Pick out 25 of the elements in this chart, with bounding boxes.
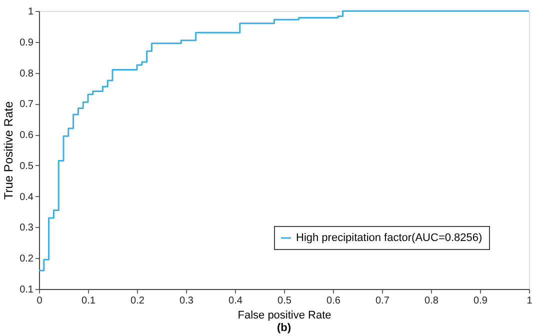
x-tick-label: 0.2 — [130, 296, 145, 306]
x-axis-title: False positive Rate — [238, 310, 332, 322]
y-tick-label: 0.3 — [20, 222, 34, 234]
y-tick-label: 0.6 — [20, 130, 34, 142]
x-tick-label: 0.1 — [82, 296, 96, 306]
y-tick-label: 0.8 — [20, 68, 34, 80]
x-tick-label: 0.6 — [326, 296, 341, 306]
text: (b) — [276, 322, 292, 334]
y-tick-label: 0.4 — [20, 192, 34, 203]
x-tick-label: 0.5 — [278, 296, 292, 306]
x-tick-label: 0.3 — [180, 296, 194, 306]
y-tick-label: 0.9 — [20, 37, 34, 48]
y-tick-label: 1 — [28, 6, 34, 18]
x-tick-label: 0.7 — [376, 296, 390, 306]
y-tick-label: 0.1 — [20, 284, 34, 296]
legend-label: High precipitation factor(AUC=0.8256) — [296, 232, 482, 244]
x-tick-label: 0.9 — [474, 296, 488, 306]
y-axis-title: True Positive Rate — [2, 101, 16, 200]
x-tick-label: 0.4 — [228, 296, 243, 306]
x-tick-label: 1 — [526, 296, 533, 306]
x-tick-label: 0 — [36, 296, 43, 306]
x-tick-label: 0.8 — [424, 296, 439, 306]
y-tick-label: 0.5 — [20, 160, 34, 172]
y-tick-label: 0.2 — [20, 254, 34, 265]
y-tick-label: 0.7 — [20, 99, 34, 110]
